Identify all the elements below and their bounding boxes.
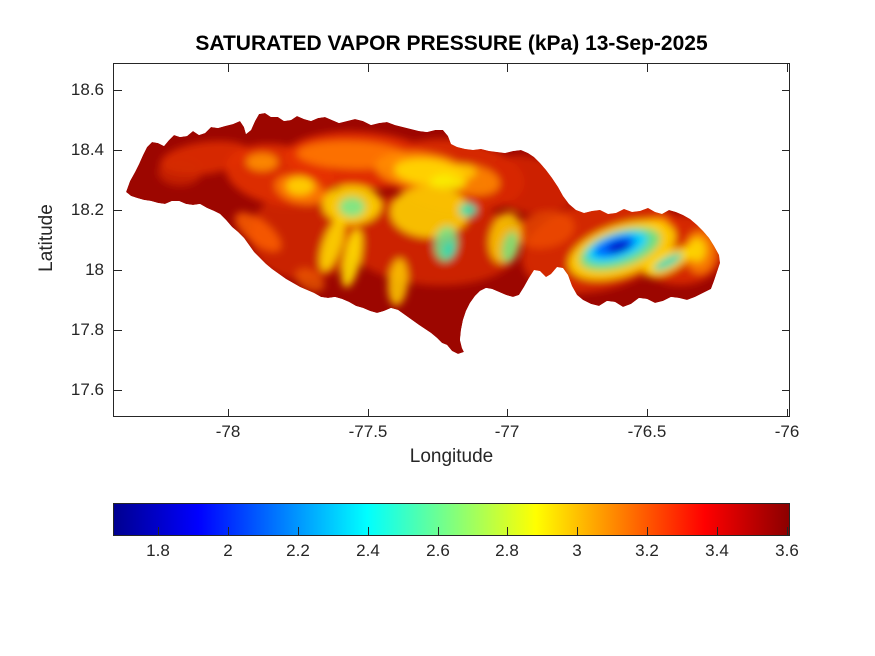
colorbar-tick-label: 2 bbox=[223, 541, 233, 560]
x-tick bbox=[368, 409, 369, 417]
colorbar-tick bbox=[647, 527, 648, 535]
x-tick-mirror bbox=[647, 64, 648, 72]
field-blob bbox=[459, 203, 477, 217]
field-blob bbox=[515, 211, 575, 249]
colorbar-tick-label: 1.8 bbox=[146, 541, 170, 560]
x-tick-label: -78 bbox=[215, 422, 241, 441]
colorbar-tick-label: 3.6 bbox=[775, 541, 799, 560]
field-blob bbox=[158, 158, 202, 186]
field-blob bbox=[341, 228, 363, 288]
x-tick bbox=[228, 409, 229, 417]
field-blob bbox=[319, 218, 345, 272]
field-blob bbox=[340, 194, 520, 286]
colorbar-tick-label: 3.2 bbox=[635, 541, 659, 560]
field-blob bbox=[339, 197, 365, 217]
x-tick-label: -76.5 bbox=[627, 422, 667, 441]
y-tick bbox=[114, 150, 122, 151]
colorbar-tick bbox=[228, 527, 229, 535]
colorbar-tick bbox=[787, 527, 788, 535]
colorbar-tick-label: 2.2 bbox=[286, 541, 310, 560]
y-tick-label: 17.6 bbox=[70, 380, 104, 399]
x-tick bbox=[647, 409, 648, 417]
field-blob bbox=[653, 253, 683, 271]
y-tick-mirror bbox=[782, 330, 790, 331]
y-tick-label: 17.8 bbox=[70, 320, 104, 339]
y-tick-mirror bbox=[782, 270, 790, 271]
colorbar-tick bbox=[368, 527, 369, 535]
field-blob bbox=[234, 212, 282, 252]
chart-title: SATURATED VAPOR PRESSURE (kPa) 13-Sep-20… bbox=[195, 32, 708, 55]
y-tick-mirror bbox=[782, 210, 790, 211]
colorbar-tick bbox=[577, 527, 578, 535]
y-tick bbox=[114, 330, 122, 331]
y-tick-label: 18.4 bbox=[70, 140, 104, 159]
y-tick bbox=[114, 210, 122, 211]
x-tick-label: -76 bbox=[774, 422, 800, 441]
field-blob bbox=[295, 268, 325, 292]
y-tick-mirror bbox=[782, 90, 790, 91]
x-tick-mirror bbox=[228, 64, 229, 72]
colorbar-tick-label: 3 bbox=[572, 541, 582, 560]
colorbar-tick-label: 3.4 bbox=[705, 541, 729, 560]
y-tick-label: 18.2 bbox=[70, 200, 104, 219]
field-blob bbox=[688, 238, 706, 262]
y-tick-mirror bbox=[782, 390, 790, 391]
y-tick-mirror bbox=[782, 150, 790, 151]
plot-box bbox=[113, 63, 790, 417]
colorbar bbox=[113, 503, 790, 536]
y-tick bbox=[114, 270, 122, 271]
colorbar-tick bbox=[298, 527, 299, 535]
colorbar-tick-label: 2.4 bbox=[356, 541, 380, 560]
colorbar-tick-label: 2.8 bbox=[495, 541, 519, 560]
field-blob bbox=[448, 164, 476, 180]
colorbar-tick bbox=[158, 527, 159, 535]
x-tick-label: -77 bbox=[494, 422, 520, 441]
colorbar-tick bbox=[438, 527, 439, 535]
field-blob bbox=[607, 240, 631, 254]
x-tick-mirror bbox=[507, 64, 508, 72]
field-blob bbox=[501, 231, 519, 263]
colorbar-tick bbox=[507, 527, 508, 535]
y-tick bbox=[114, 390, 122, 391]
y-tick-label: 18 bbox=[85, 260, 104, 279]
y-tick-label: 18.6 bbox=[70, 80, 104, 99]
field-blob bbox=[387, 258, 409, 306]
colorbar-tick bbox=[717, 527, 718, 535]
field-blob bbox=[390, 186, 470, 238]
x-tick-mirror bbox=[368, 64, 369, 72]
x-tick-mirror bbox=[787, 64, 788, 72]
x-tick bbox=[787, 409, 788, 417]
field-blob bbox=[442, 241, 456, 259]
y-tick bbox=[114, 90, 122, 91]
colorbar-tick-label: 2.6 bbox=[426, 541, 450, 560]
x-tick bbox=[507, 409, 508, 417]
x-axis-label: Longitude bbox=[409, 446, 494, 467]
field-blob bbox=[286, 177, 314, 195]
x-tick-label: -77.5 bbox=[348, 422, 388, 441]
field-blob bbox=[246, 153, 278, 171]
